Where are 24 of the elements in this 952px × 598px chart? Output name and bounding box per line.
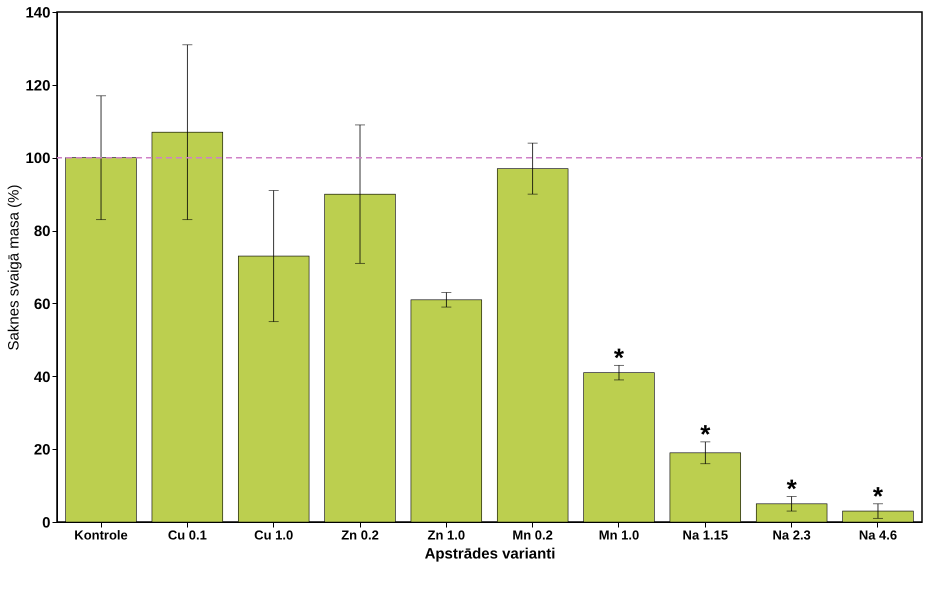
y-axis-title: Saknes svaigā masa (%) bbox=[5, 184, 22, 350]
y-tick-label: 80 bbox=[34, 223, 50, 240]
x-tick-label: Mn 1.0 bbox=[598, 528, 640, 542]
x-tick-label: Na 4.6 bbox=[858, 528, 898, 542]
y-tick-label: 0 bbox=[42, 514, 50, 532]
x-tick-label: Kontrole bbox=[74, 528, 128, 542]
y-tick-label: 20 bbox=[34, 442, 50, 459]
x-tick-label: Na 2.3 bbox=[772, 528, 811, 542]
x-tick-label: Zn 1.0 bbox=[428, 528, 466, 542]
x-tick-label: Mn 0.2 bbox=[512, 528, 553, 542]
x-tick-label: Zn 0.2 bbox=[341, 528, 379, 542]
y-tick-label: 40 bbox=[34, 368, 50, 386]
y-tick-label: 120 bbox=[25, 77, 50, 94]
y-tick-label: 60 bbox=[34, 296, 50, 313]
annotation: * bbox=[700, 418, 712, 449]
y-tick-label: 100 bbox=[25, 150, 50, 168]
annotation: * bbox=[786, 474, 798, 504]
x-tick-label: Cu 0.1 bbox=[168, 528, 207, 542]
annotation: * bbox=[614, 342, 625, 372]
x-tick-label: Na 1.15 bbox=[682, 528, 728, 542]
y-tick-label: 140 bbox=[25, 4, 50, 22]
annotation: * bbox=[872, 480, 884, 511]
x-tick-label: Cu 1.0 bbox=[254, 528, 294, 542]
x-axis-title: Apstrādes varianti bbox=[424, 546, 556, 562]
